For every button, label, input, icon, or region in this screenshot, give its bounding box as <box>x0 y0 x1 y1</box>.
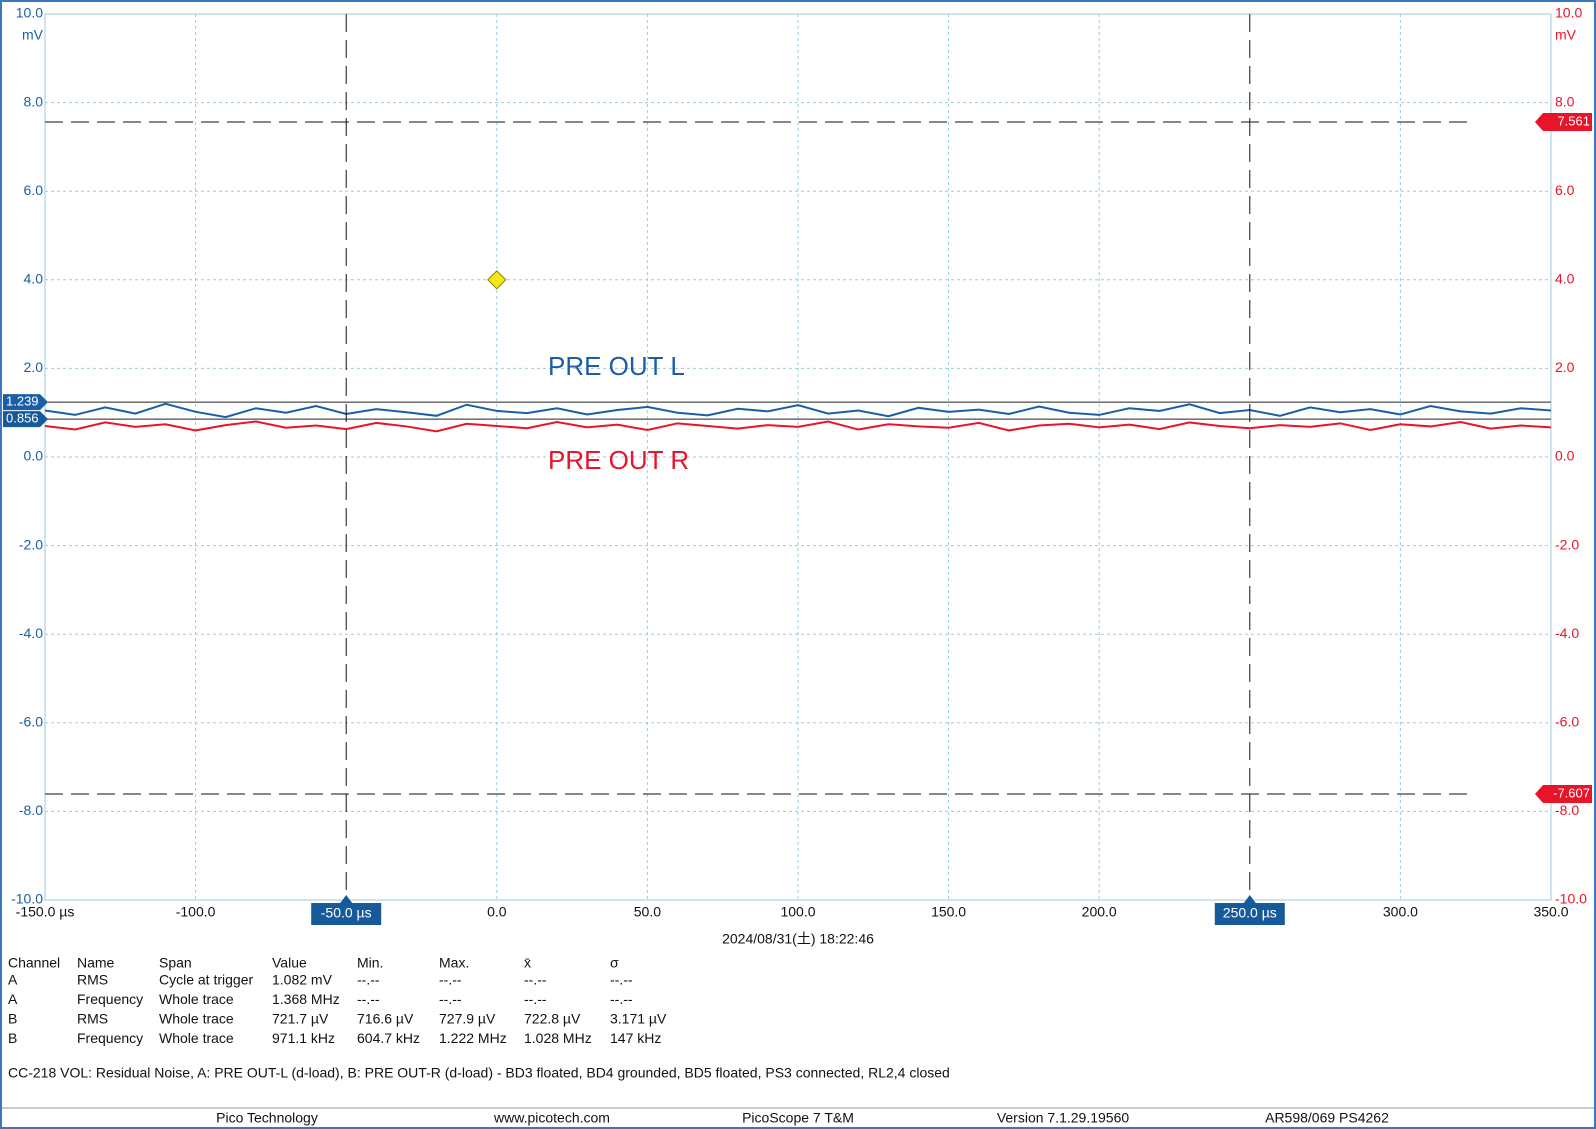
y-tick-label: 8.0 <box>24 93 44 109</box>
time-label: -50.0 µs <box>321 905 372 921</box>
table-cell: RMS <box>77 1011 108 1027</box>
footer-text: Version 7.1.29.19560 <box>997 1110 1130 1126</box>
y-tick-label: -2.0 <box>19 536 43 552</box>
x-tick-label: 150.0 <box>931 904 966 920</box>
y-tick-label: 10.0 <box>16 5 43 21</box>
footer-text: AR598/069 PS4262 <box>1265 1110 1389 1126</box>
x-tick-label: -100.0 <box>176 904 216 920</box>
marker-tag <box>3 394 48 411</box>
y2-tick-label: 2.0 <box>1555 359 1575 375</box>
y2-tick-label: -8.0 <box>1555 802 1579 818</box>
y-tick-label: -10.0 <box>11 891 43 907</box>
table-cell: 722.8 µV <box>524 1011 581 1027</box>
table-header: σ <box>610 955 619 971</box>
y-tick-label: 0.0 <box>24 448 44 464</box>
y-tick-label: -4.0 <box>19 625 43 641</box>
y2-tick-label: -4.0 <box>1555 625 1579 641</box>
table-cell: 727.9 µV <box>439 1011 496 1027</box>
table-header: Name <box>77 955 115 971</box>
table-cell: --.-- <box>524 972 547 988</box>
trace <box>44 402 1552 419</box>
table-cell: 1.028 MHz <box>524 1030 592 1046</box>
table-header: Span <box>159 955 192 971</box>
x-tick-label: 200.0 <box>1082 904 1117 920</box>
footer-text: www.picotech.com <box>493 1110 610 1126</box>
table-cell: Whole trace <box>159 991 234 1007</box>
table-cell: B <box>8 1011 17 1027</box>
y2-tick-label: -10.0 <box>1555 891 1587 907</box>
table-cell: 604.7 kHz <box>357 1030 420 1046</box>
y2-unit: mV <box>1555 27 1577 43</box>
level-label: -7.607 <box>1553 785 1590 800</box>
y2-tick-label: 4.0 <box>1555 271 1575 287</box>
table-cell: A <box>8 972 18 988</box>
level-tag <box>1535 113 1592 132</box>
y2-tick-label: 0.0 <box>1555 448 1575 464</box>
table-cell: 147 kHz <box>610 1030 661 1046</box>
x-tick-label: 50.0 <box>634 904 661 920</box>
y2-tick-label: -2.0 <box>1555 536 1579 552</box>
table-cell: --.-- <box>439 991 462 1007</box>
marker-label: 1.239 <box>6 394 39 409</box>
y-tick-label: -8.0 <box>19 802 43 818</box>
marker-tag <box>3 411 48 428</box>
level-tag <box>1535 784 1592 803</box>
table-cell: Whole trace <box>159 1011 234 1027</box>
marker-label: 0.856 <box>6 411 39 426</box>
footer-text: PicoScope 7 T&M <box>742 1110 854 1126</box>
y2-tick-label: -6.0 <box>1555 714 1579 730</box>
table-cell: A <box>8 991 18 1007</box>
timestamp: 2024/08/31(土) 18:22:46 <box>722 931 874 947</box>
footer-text: Pico Technology <box>216 1110 318 1126</box>
annotation: PRE OUT R <box>548 445 689 475</box>
table-cell: --.-- <box>610 991 633 1007</box>
table-cell: --.-- <box>357 991 380 1007</box>
time-label: 250.0 µs <box>1223 905 1277 921</box>
y-tick-label: 4.0 <box>24 271 44 287</box>
time-tag <box>311 895 382 925</box>
table-header: x̄ <box>524 955 531 971</box>
annotation: PRE OUT L <box>548 351 685 381</box>
x-tick-label: 300.0 <box>1383 904 1418 920</box>
table-cell: Frequency <box>77 1030 143 1046</box>
table-cell: 971.1 kHz <box>272 1030 335 1046</box>
trace <box>44 420 1552 433</box>
table-cell: 1.082 mV <box>272 972 333 988</box>
table-cell: --.-- <box>524 991 547 1007</box>
table-cell: RMS <box>77 972 108 988</box>
table-header: Channel <box>8 955 60 971</box>
table-cell: 3.171 µV <box>610 1011 667 1027</box>
table-cell: B <box>8 1030 17 1046</box>
table-cell: --.-- <box>357 972 380 988</box>
x-tick-label: 350.0 <box>1533 904 1568 920</box>
table-cell: Frequency <box>77 991 143 1007</box>
time-tag <box>1214 895 1285 925</box>
trigger <box>487 270 507 290</box>
y2-tick-label: 8.0 <box>1555 93 1575 109</box>
table-cell: --.-- <box>439 972 462 988</box>
y-unit: mV <box>22 27 44 43</box>
x-tick-label: 0.0 <box>487 904 507 920</box>
plot-border <box>44 13 1552 901</box>
y2-tick-label: 6.0 <box>1555 182 1575 198</box>
table-cell: --.-- <box>610 972 633 988</box>
table-cell: 1.222 MHz <box>439 1030 507 1046</box>
table-header: Value <box>272 955 307 971</box>
table-header: Min. <box>357 955 383 971</box>
y-tick-label: -6.0 <box>19 714 43 730</box>
y-tick-label: 6.0 <box>24 182 44 198</box>
x-tick-label: -150.0 µs <box>16 904 75 920</box>
table-header: Max. <box>439 955 469 971</box>
table-cell: 716.6 µV <box>357 1011 414 1027</box>
table-cell: 1.368 MHz <box>272 991 340 1007</box>
x-tick-label: 100.0 <box>780 904 815 920</box>
table-cell: Cycle at trigger <box>159 972 253 988</box>
caption: CC-218 VOL: Residual Noise, A: PRE OUT-L… <box>8 1065 950 1081</box>
y-tick-label: 2.0 <box>24 359 44 375</box>
y2-tick-label: 10.0 <box>1555 5 1582 21</box>
table-cell: 721.7 µV <box>272 1011 329 1027</box>
level-label: 7.561 <box>1557 113 1590 128</box>
table-cell: Whole trace <box>159 1030 234 1046</box>
